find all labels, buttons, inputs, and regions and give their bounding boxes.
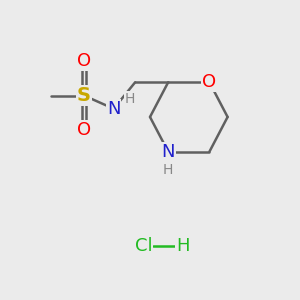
Text: H: H: [125, 92, 135, 106]
Text: N: N: [107, 100, 120, 118]
Text: O: O: [77, 121, 91, 139]
Text: O: O: [77, 52, 91, 70]
Text: H: H: [163, 163, 173, 177]
Text: H: H: [176, 237, 190, 255]
Text: N: N: [161, 143, 175, 161]
Text: Cl: Cl: [135, 237, 152, 255]
Text: O: O: [202, 73, 217, 91]
Text: S: S: [77, 86, 91, 105]
